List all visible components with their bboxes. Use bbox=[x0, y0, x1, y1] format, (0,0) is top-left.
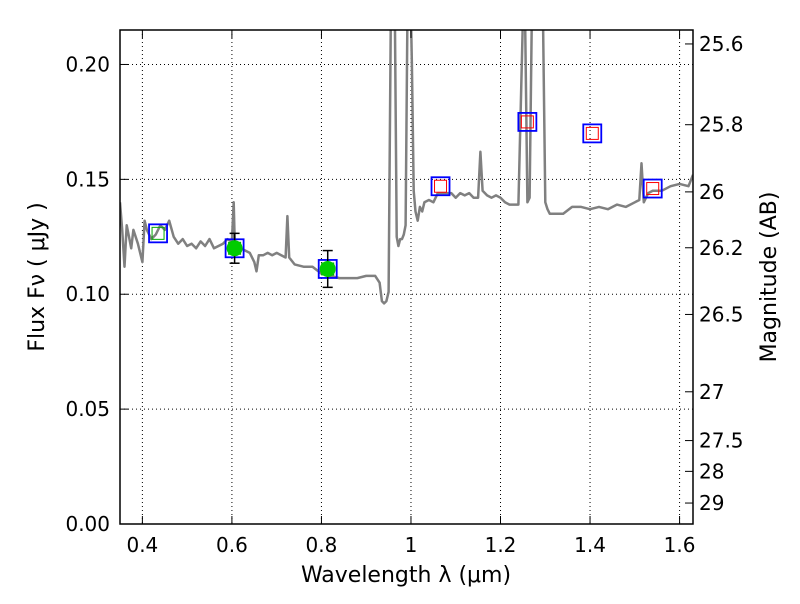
mag-tick-label-4: 26.5 bbox=[699, 302, 744, 326]
observed-point-1 bbox=[319, 260, 336, 277]
model-point-3 bbox=[430, 176, 451, 197]
model-point-4 bbox=[517, 112, 538, 132]
x-axis-title: Wavelength λ (μm) bbox=[301, 563, 511, 588]
y-axis-title: Flux Fν ( μJy ) bbox=[25, 202, 50, 351]
filter-mark-5 bbox=[585, 126, 599, 140]
x-tick-label-4: 1.2 bbox=[485, 533, 517, 557]
y-tick-label-2: 0.10 bbox=[65, 282, 110, 306]
y-tick-label-4: 0.20 bbox=[65, 52, 110, 76]
mag-tick-label-6: 27.5 bbox=[699, 429, 744, 453]
mag-tick-label-0: 25.6 bbox=[699, 32, 744, 56]
x-tick-label-1: 0.6 bbox=[216, 533, 248, 557]
x-tick-label-0: 0.4 bbox=[126, 533, 158, 557]
filter-mark-6 bbox=[646, 182, 660, 196]
photometry-markers bbox=[148, 112, 663, 289]
mag-tick-label-1: 25.8 bbox=[699, 113, 744, 137]
y2-axis-title: Magnitude (AB) bbox=[757, 192, 782, 363]
x-tick-label-2: 0.8 bbox=[306, 533, 338, 557]
filter-mark-3 bbox=[434, 179, 448, 193]
filter-mark-4 bbox=[520, 115, 534, 129]
y-tick-label-1: 0.05 bbox=[65, 397, 110, 421]
mag-tick-label-5: 27 bbox=[699, 380, 724, 404]
x-tick-label-6: 1.6 bbox=[664, 533, 696, 557]
y-tick-label-3: 0.15 bbox=[65, 167, 110, 191]
mag-tick-label-3: 26.2 bbox=[699, 236, 744, 260]
observed-point-0 bbox=[226, 240, 243, 257]
sed-line bbox=[120, 30, 693, 305]
model-point-6 bbox=[642, 178, 663, 199]
plot-frame bbox=[119, 29, 694, 525]
mag-tick-label-2: 26 bbox=[699, 180, 724, 204]
axis-ticks bbox=[120, 30, 693, 525]
model-point-0 bbox=[148, 223, 168, 244]
mag-tick-label-8: 29 bbox=[699, 491, 724, 515]
x-tick-label-3: 1 bbox=[405, 533, 418, 557]
tick-labels: 0.4 0.6 0.8 1 1.2 1.4 1.6 0.00 0.05 0.10 0.15 0.20 2… bbox=[65, 32, 743, 557]
mag-tick-label-7: 28 bbox=[699, 459, 724, 483]
sed-series bbox=[120, 30, 693, 305]
x-tick-label-5: 1.4 bbox=[574, 533, 606, 557]
filter-mark-0 bbox=[151, 226, 165, 240]
y-tick-label-0: 0.00 bbox=[65, 512, 110, 536]
model-point-5 bbox=[582, 123, 603, 144]
